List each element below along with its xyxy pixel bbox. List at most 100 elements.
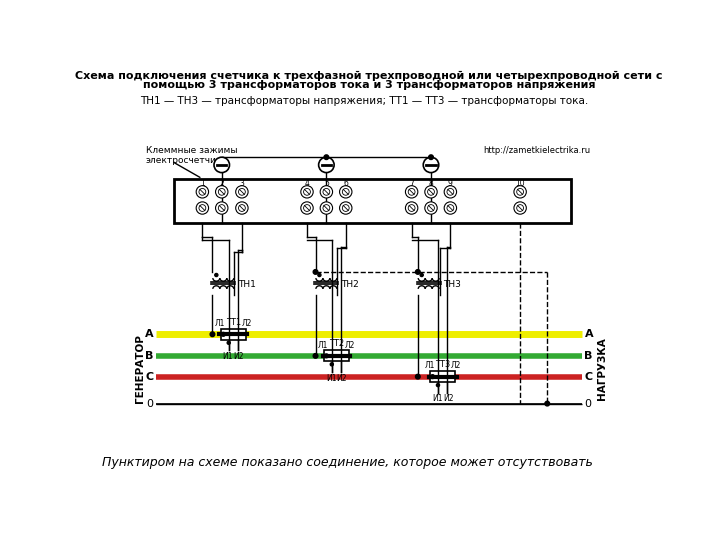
Circle shape [325, 354, 328, 358]
Text: TH3: TH3 [443, 280, 461, 289]
Text: 4: 4 [305, 179, 310, 188]
Text: TT2: TT2 [329, 339, 344, 348]
Circle shape [196, 186, 209, 198]
Circle shape [215, 202, 228, 214]
Text: НАГРУЗКА: НАГРУЗКА [596, 338, 606, 400]
Circle shape [428, 188, 434, 195]
Text: И2: И2 [443, 394, 454, 403]
Circle shape [342, 205, 349, 211]
Circle shape [514, 202, 526, 214]
Text: И1: И1 [432, 394, 443, 403]
Text: 7: 7 [409, 179, 414, 188]
Text: помощью 3 трансформаторов тока и 3 трансформаторов напряжения: помощью 3 трансформаторов тока и 3 транс… [143, 80, 595, 90]
Circle shape [221, 333, 225, 336]
Circle shape [423, 157, 438, 173]
Circle shape [313, 354, 318, 358]
Circle shape [405, 186, 418, 198]
Text: 3: 3 [240, 179, 244, 188]
Circle shape [304, 205, 310, 211]
Text: ГЕНЕРАТОР: ГЕНЕРАТОР [135, 334, 145, 403]
Text: C: C [145, 372, 153, 382]
Text: Л2: Л2 [344, 341, 355, 350]
Circle shape [323, 188, 330, 195]
Circle shape [320, 202, 333, 214]
Text: 0: 0 [147, 399, 153, 409]
Text: C: C [585, 372, 593, 382]
Circle shape [514, 186, 526, 198]
Circle shape [235, 202, 248, 214]
Circle shape [218, 205, 225, 211]
Circle shape [444, 186, 456, 198]
Text: Л1: Л1 [424, 361, 435, 370]
Circle shape [425, 186, 437, 198]
Circle shape [320, 186, 333, 198]
Circle shape [447, 205, 454, 211]
Text: A: A [585, 329, 593, 339]
Circle shape [428, 205, 434, 211]
Text: И1: И1 [222, 352, 233, 361]
Text: Схема подключения счетчика к трехфазной трехпроводной или четырехпроводной сети : Схема подключения счетчика к трехфазной … [76, 71, 662, 81]
Text: A: A [145, 329, 153, 339]
Circle shape [517, 188, 523, 195]
Text: Л2: Л2 [241, 319, 252, 328]
Circle shape [235, 186, 248, 198]
Text: TH2: TH2 [341, 280, 359, 289]
Text: И2: И2 [337, 374, 347, 382]
Circle shape [330, 363, 333, 366]
Circle shape [304, 188, 310, 195]
Circle shape [238, 188, 246, 195]
Circle shape [238, 205, 246, 211]
Circle shape [199, 188, 206, 195]
Circle shape [420, 273, 423, 276]
Circle shape [324, 155, 329, 159]
Circle shape [447, 188, 454, 195]
Bar [431, 372, 455, 382]
Circle shape [319, 157, 334, 173]
Text: Пунктиром на схеме показано соединение, которое может отсутствовать: Пунктиром на схеме показано соединение, … [102, 456, 593, 469]
Circle shape [301, 202, 313, 214]
Text: 1: 1 [200, 179, 204, 188]
Text: 9: 9 [448, 179, 453, 188]
Text: TT3: TT3 [435, 360, 450, 369]
Text: http://zametkielectrika.ru: http://zametkielectrika.ru [482, 146, 590, 154]
Circle shape [415, 269, 420, 274]
Text: Л1: Л1 [318, 341, 328, 350]
Circle shape [431, 375, 434, 379]
Circle shape [342, 188, 349, 195]
Text: Клеммные зажимы
электросчетчика: Клеммные зажимы электросчетчика [145, 146, 238, 165]
Circle shape [408, 188, 415, 195]
Circle shape [218, 188, 225, 195]
Circle shape [210, 332, 215, 336]
Circle shape [301, 186, 313, 198]
Circle shape [436, 383, 439, 387]
Circle shape [428, 155, 433, 159]
Text: 2: 2 [220, 179, 224, 188]
Text: B: B [145, 351, 153, 361]
Text: B: B [585, 351, 593, 361]
Bar [324, 350, 349, 361]
Text: 10: 10 [516, 179, 525, 188]
Text: Л1: Л1 [215, 319, 225, 328]
Circle shape [228, 341, 230, 345]
Text: ТН1 — ТН3 — трансформаторы напряжения; ТТ1 — ТТ3 — трансформаторы тока.: ТН1 — ТН3 — трансформаторы напряжения; Т… [140, 96, 589, 106]
Circle shape [214, 157, 230, 173]
Circle shape [215, 273, 218, 276]
Circle shape [199, 205, 206, 211]
Circle shape [415, 374, 420, 379]
Circle shape [408, 205, 415, 211]
Circle shape [313, 269, 318, 274]
Text: Л2: Л2 [451, 361, 461, 370]
Bar [174, 179, 570, 222]
Circle shape [545, 401, 549, 406]
Circle shape [318, 273, 321, 276]
Text: И1: И1 [325, 374, 336, 382]
Circle shape [425, 202, 437, 214]
Circle shape [405, 202, 418, 214]
Text: TH1: TH1 [238, 280, 256, 289]
Circle shape [323, 205, 330, 211]
Circle shape [196, 202, 209, 214]
Circle shape [444, 202, 456, 214]
Circle shape [215, 186, 228, 198]
Text: 6: 6 [343, 179, 348, 188]
Circle shape [517, 205, 523, 211]
